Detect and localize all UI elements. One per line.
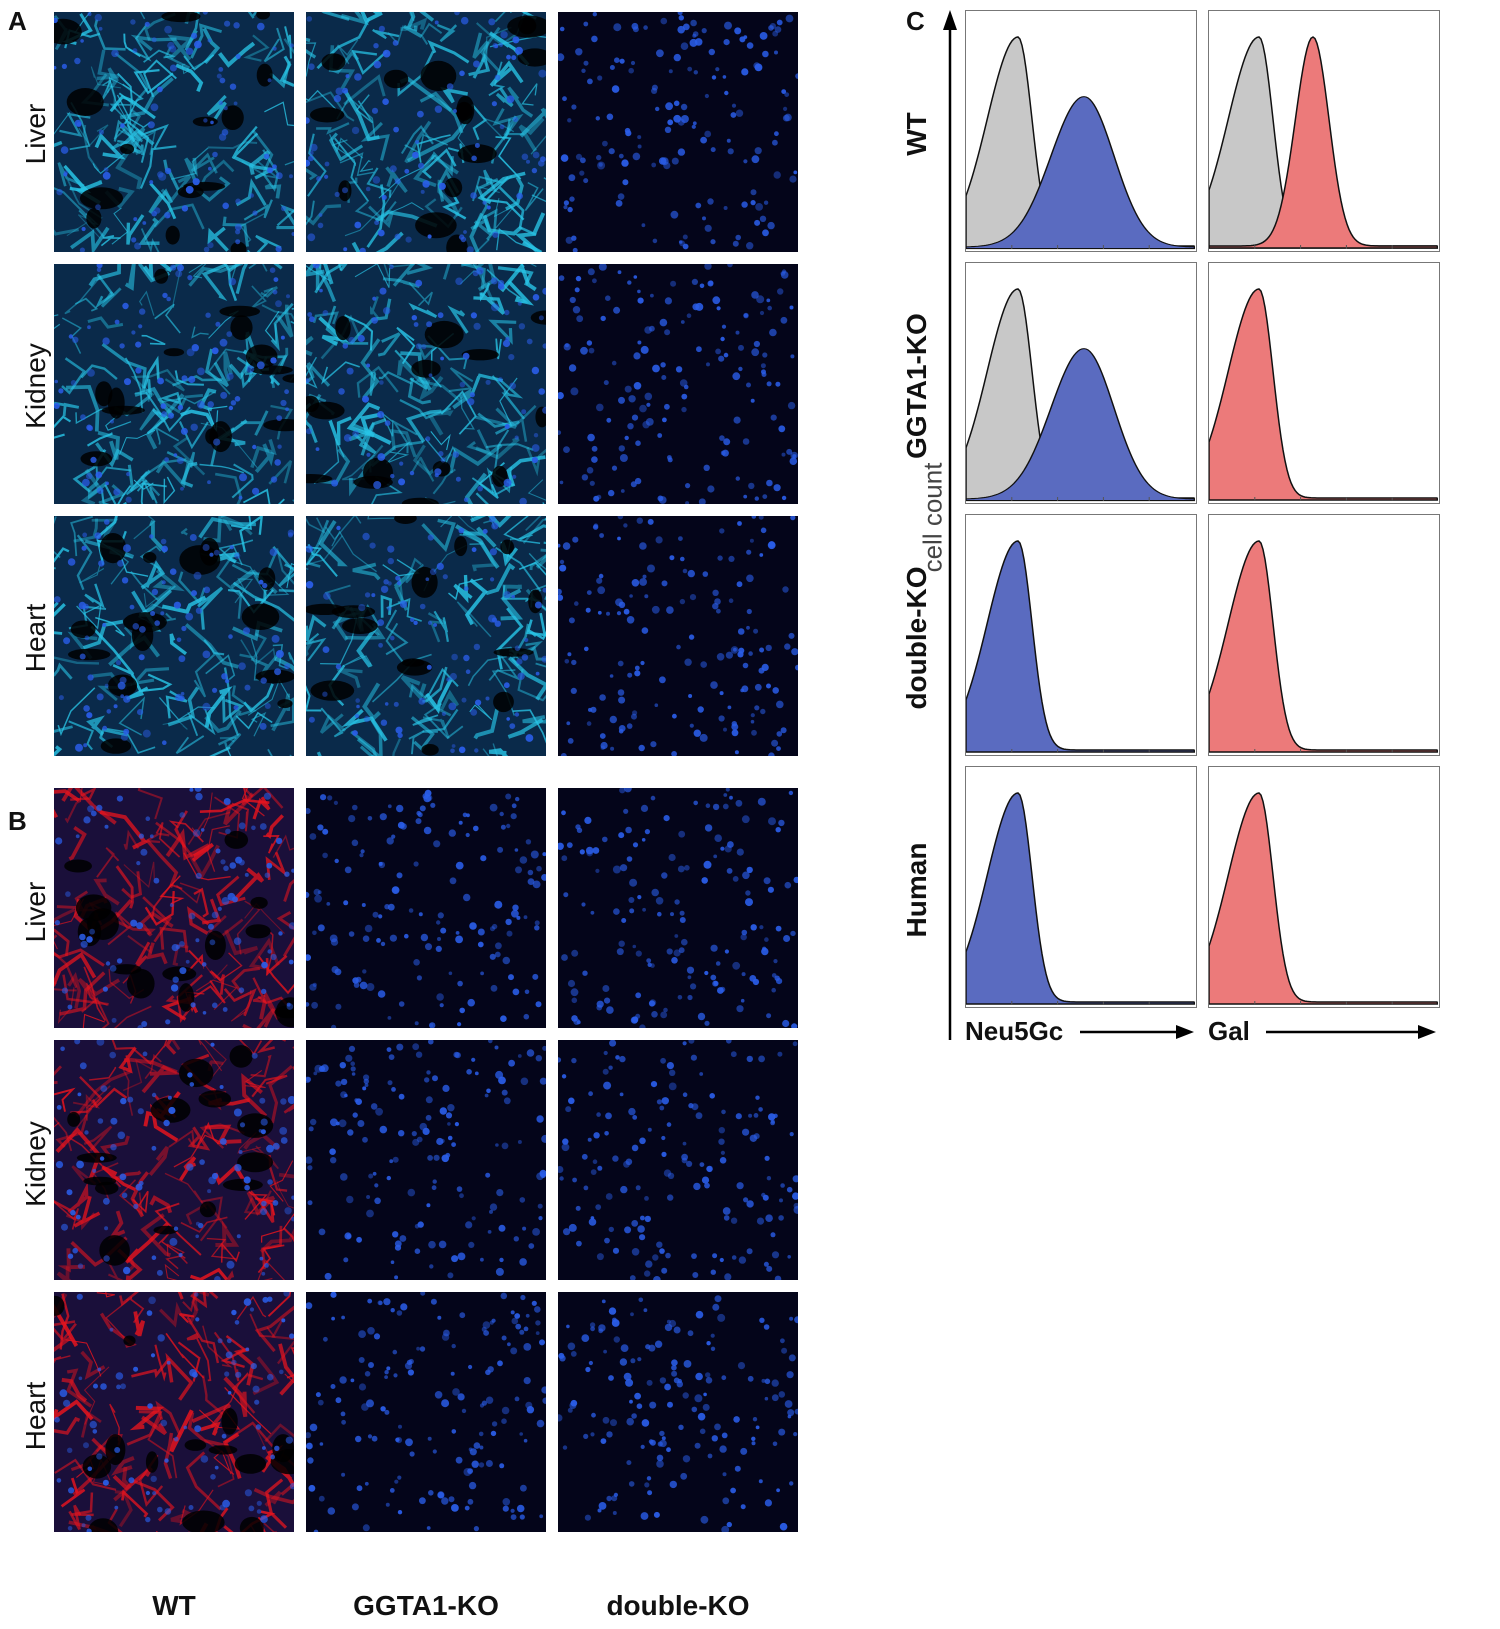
panel-b-liver-doubleko <box>558 788 798 1028</box>
row-label-heart-b: Heart <box>20 1381 51 1451</box>
row-label-kidney-a: Kidney <box>20 343 51 429</box>
panel-a-kidney-doubleko <box>558 264 798 504</box>
row-label-liver-a: Liver <box>20 103 51 165</box>
panel-a-heart-doubleko <box>558 516 798 756</box>
panel-a-kidney-ggta1ko <box>306 264 546 504</box>
x-arrow-neu5gc <box>1080 1025 1194 1039</box>
hist-doubleko-neu5gc <box>965 514 1197 756</box>
panel-letter-c: C <box>906 6 925 36</box>
panel-b-liver-wt <box>54 788 294 1028</box>
panel-b-heart-ggta1ko <box>306 1292 546 1532</box>
panel-a-liver-ggta1ko <box>306 12 546 252</box>
sample-histogram <box>966 540 1196 753</box>
y-axis-arrow <box>943 10 957 1040</box>
flow-row-label-wt: WT <box>901 112 932 156</box>
row-label-kidney-b: Kidney <box>20 1121 51 1207</box>
panel-a-heart-wt <box>54 516 294 756</box>
panel-b-kidney-ggta1ko <box>306 1040 546 1280</box>
panel-b-kidney-wt <box>54 1040 294 1280</box>
sample-histogram <box>966 96 1196 250</box>
row-label-heart-a: Heart <box>20 603 51 673</box>
hist-human-gal <box>1208 766 1440 1008</box>
col-label-doubleko: double-KO <box>606 1590 750 1621</box>
hist-ggta1ko-gal <box>1208 262 1440 504</box>
panel-a-liver-wt <box>54 12 294 252</box>
panel-a-liver-doubleko <box>558 12 798 252</box>
sample-histogram <box>1209 36 1439 249</box>
row-label-liver-b: Liver <box>20 881 51 943</box>
sample-histogram <box>1209 792 1439 1005</box>
sample-histogram <box>966 348 1196 502</box>
panel-b-kidney-doubleko <box>558 1040 798 1280</box>
hist-human-neu5gc <box>965 766 1197 1008</box>
x-arrow-gal <box>1266 1025 1436 1039</box>
panel-a-kidney-wt <box>54 264 294 504</box>
x-label-gal: Gal <box>1208 1016 1250 1046</box>
hist-wt-neu5gc <box>965 10 1197 252</box>
hist-doubleko-gal <box>1208 514 1440 756</box>
y-axis-label: cell count <box>917 462 948 573</box>
panel-b-heart-doubleko <box>558 1292 798 1532</box>
sample-histogram <box>1209 540 1439 753</box>
sample-histogram <box>966 792 1196 1005</box>
panel-letter-b: B <box>8 806 27 836</box>
panel-a-heart-ggta1ko <box>306 516 546 756</box>
flow-row-label-human: Human <box>901 842 932 938</box>
col-label-ggta1ko: GGTA1-KO <box>353 1590 499 1621</box>
panel-letter-a: A <box>8 6 27 36</box>
col-label-wt: WT <box>152 1590 196 1621</box>
panel-b-heart-wt <box>54 1292 294 1532</box>
panel-b-liver-ggta1ko <box>306 788 546 1028</box>
hist-ggta1ko-neu5gc <box>965 262 1197 504</box>
sample-histogram <box>1209 288 1439 501</box>
hist-wt-gal <box>1208 10 1440 252</box>
x-label-neu5gc: Neu5Gc <box>965 1016 1064 1046</box>
